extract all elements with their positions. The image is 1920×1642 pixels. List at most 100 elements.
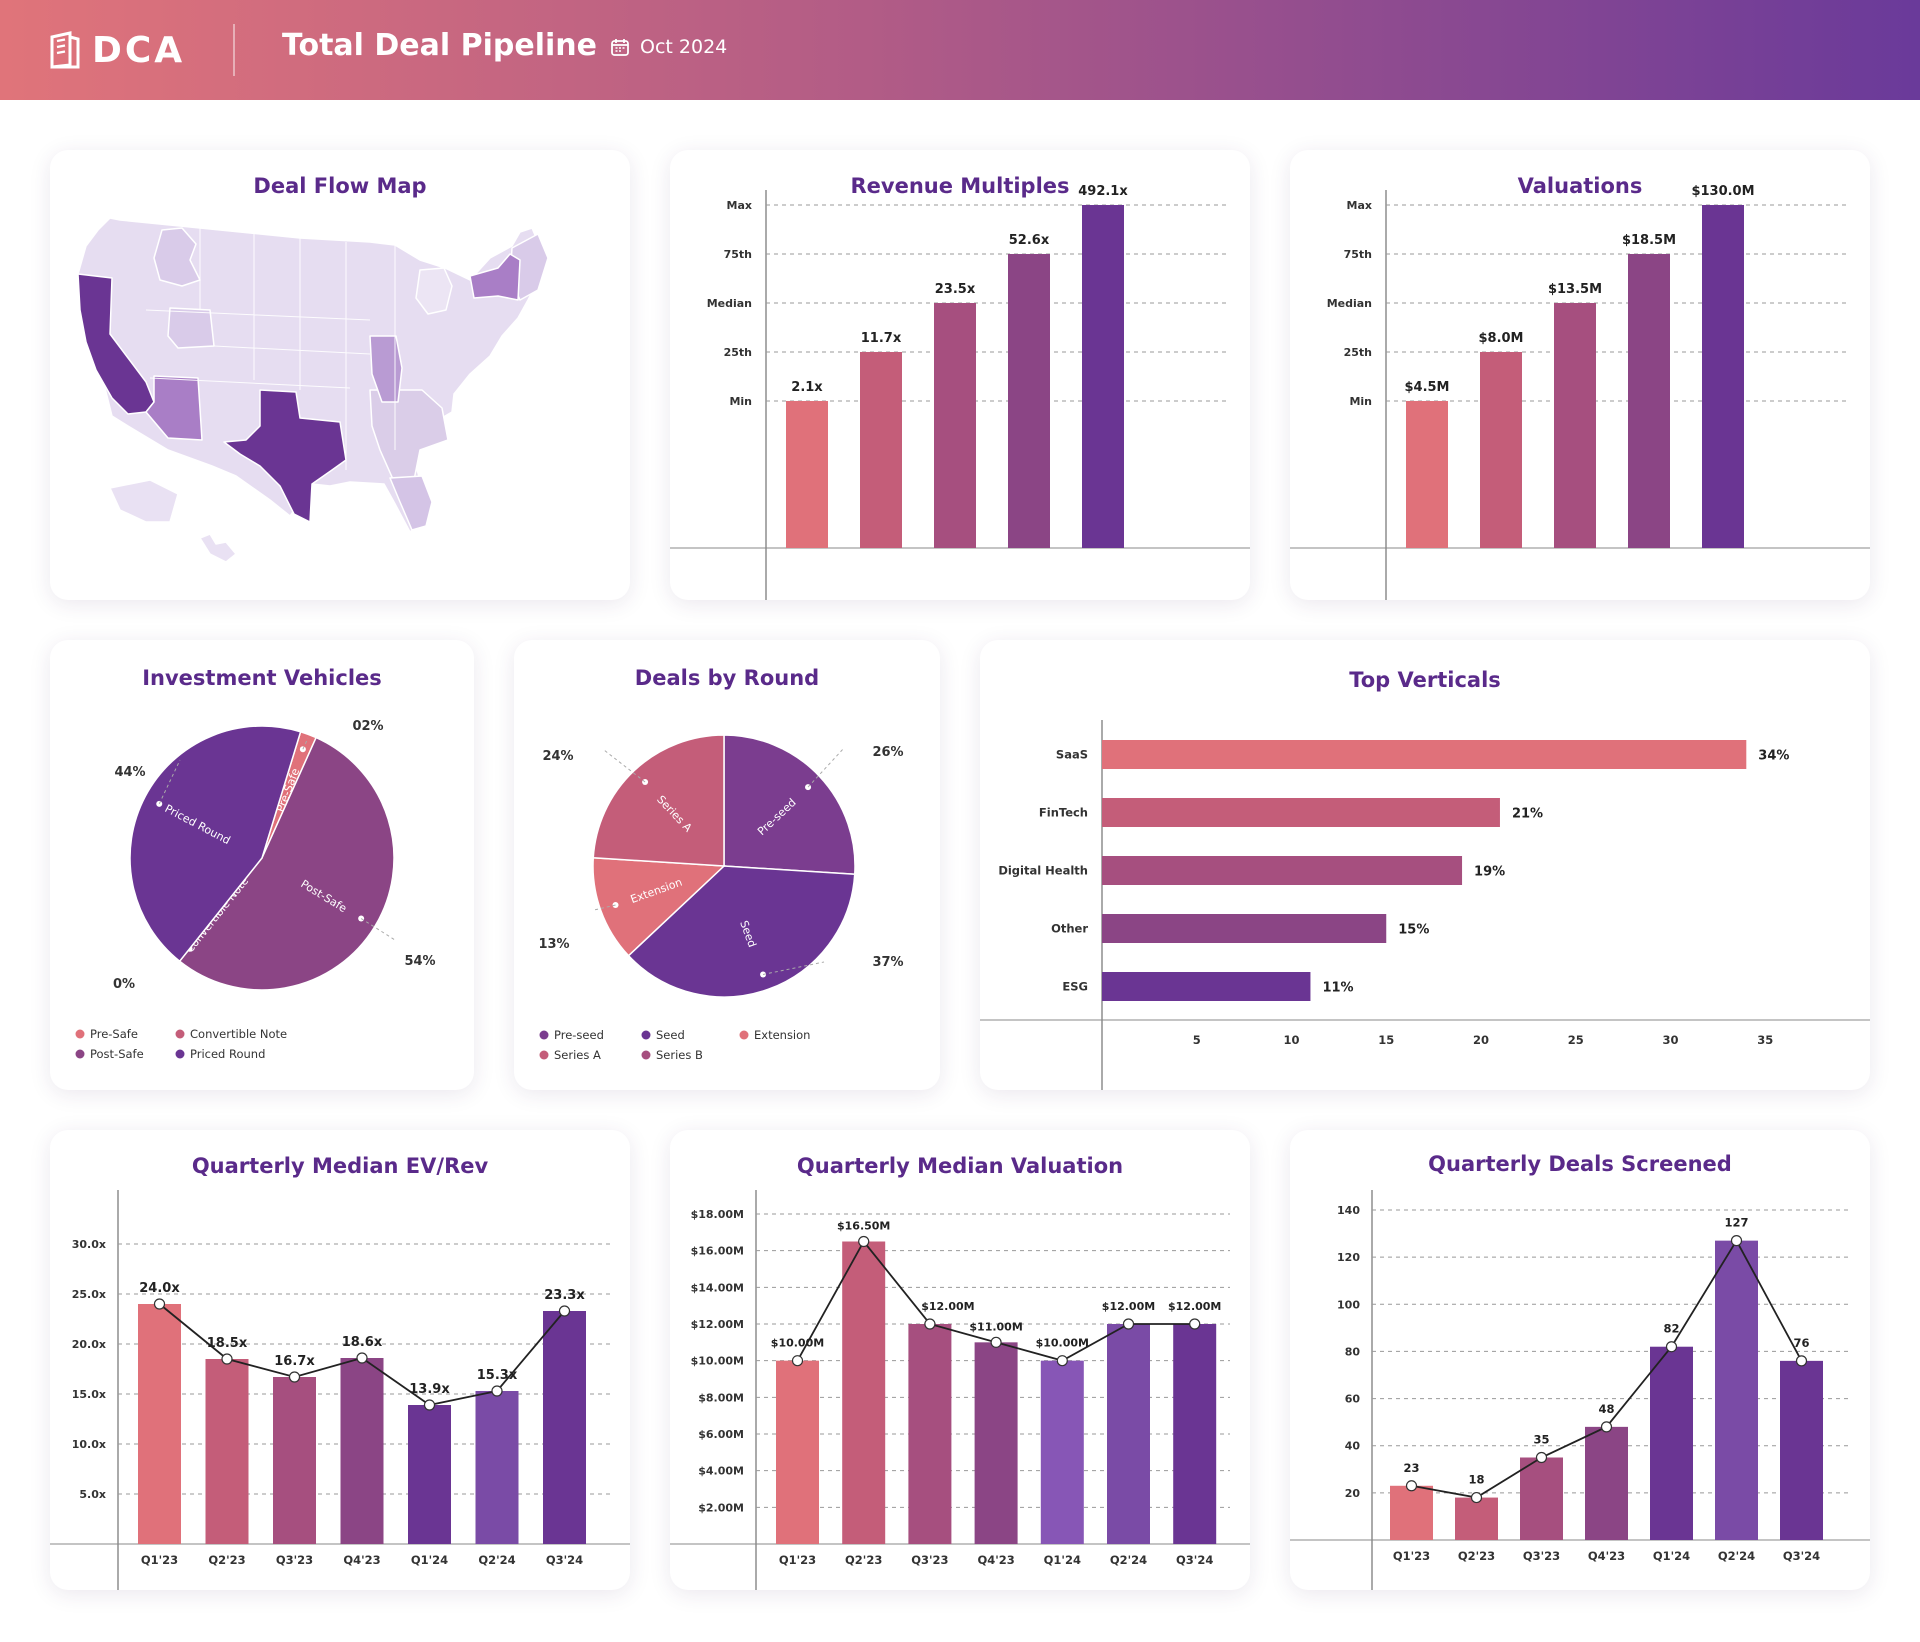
- leader-line: [158, 759, 181, 805]
- trend-point: [1470, 1491, 1483, 1504]
- evrev-chart: 5.0x 10.0x 15.0x 20.0x 25.0x 30.0x Q1'23 Q2'23 Q…: [50, 1190, 630, 1590]
- bar: [1107, 1324, 1150, 1544]
- legend-label: Pre-seed: [554, 1028, 604, 1042]
- data-label: 23: [1403, 1461, 1419, 1475]
- revenue-chart: Min 25th Median 75th Max 2.1x 11.7x 23.5x 52.6x 4…: [670, 184, 1250, 600]
- legend-label: Extension: [754, 1028, 810, 1042]
- card-title: Valuations: [1517, 174, 1643, 198]
- category-label: FinTech: [1039, 806, 1088, 820]
- top-verticals-card: Top Verticals 5 10 15 20 25 30 35 SaaS 34% FinTec…: [980, 640, 1870, 1090]
- card-title: Deal Flow Map: [253, 174, 427, 198]
- bar: [1455, 1497, 1498, 1540]
- data-label: 76: [1793, 1336, 1809, 1350]
- x-tick-label: 20: [1473, 1033, 1489, 1047]
- x-tick-label: Q2'24: [1718, 1549, 1755, 1563]
- category-label: Digital Health: [998, 864, 1088, 878]
- x-tick-label: Q1'24: [1653, 1549, 1690, 1563]
- data-label: 16.7x: [274, 1354, 315, 1369]
- y-tick-label: 25th: [724, 346, 752, 359]
- bar: [1102, 856, 1463, 885]
- x-tick-label: Q2'24: [478, 1553, 515, 1567]
- legend-label: Priced Round: [190, 1047, 265, 1061]
- medval-chart: $2.00M $4.00M $6.00M $8.00M $10.00M $12.00M $1…: [670, 1190, 1250, 1590]
- legend-swatch: [539, 1030, 549, 1040]
- data-label: 34%: [1758, 749, 1789, 764]
- y-tick-label: 75th: [1344, 248, 1372, 261]
- data-label: 15%: [1398, 923, 1429, 938]
- state-il: [369, 335, 403, 403]
- logo-icon: [50, 31, 80, 69]
- y-tick-label: 100: [1337, 1298, 1360, 1311]
- data-label: $16.50M: [837, 1220, 890, 1233]
- y-tick-label: Min: [729, 395, 752, 408]
- state-ca: [77, 273, 155, 415]
- bar: [1008, 254, 1050, 548]
- bar: [543, 1311, 586, 1544]
- bar: [1715, 1240, 1758, 1540]
- legend-swatch: [641, 1030, 651, 1040]
- leader-line: [603, 749, 646, 783]
- data-label: $4.5M: [1404, 380, 1449, 395]
- bar: [1585, 1426, 1628, 1540]
- legend-swatch: [75, 1029, 85, 1039]
- leader-line: [807, 747, 845, 788]
- y-tick-label: $6.00M: [698, 1428, 744, 1441]
- bar: [1102, 798, 1500, 827]
- data-label: 2.1x: [791, 380, 823, 395]
- map-region-mi: [415, 267, 453, 315]
- data-label: 18.6x: [342, 1335, 383, 1350]
- pie-slice: [592, 734, 725, 867]
- bar: [934, 303, 976, 548]
- data-label: 23.5x: [935, 282, 976, 297]
- pie-slice: [129, 725, 302, 963]
- x-tick-label: 5: [1193, 1033, 1201, 1047]
- card-title: Investment Vehicles: [142, 666, 382, 690]
- y-tick-label: $12.00M: [691, 1318, 744, 1331]
- bar: [138, 1304, 181, 1544]
- pct-label: 24%: [542, 749, 573, 764]
- x-tick-label: Q2'23: [1458, 1549, 1495, 1563]
- state-ak: [109, 479, 179, 523]
- bar: [1173, 1324, 1217, 1544]
- date-selector[interactable]: Oct 2024: [610, 36, 727, 58]
- y-tick-label: $14.00M: [691, 1281, 744, 1294]
- brand-logo[interactable]: DCA: [48, 30, 185, 71]
- us-map: [77, 217, 549, 563]
- map-region-ut: [167, 307, 215, 349]
- card-title: Quarterly Deals Screened: [1428, 1152, 1732, 1176]
- state-hi: [199, 533, 237, 563]
- x-tick-label: 15: [1378, 1033, 1394, 1047]
- y-tick-label: 15.0x: [72, 1388, 106, 1401]
- y-tick-label: $18.00M: [691, 1208, 744, 1221]
- screened-chart: 20 40 60 80 100 120 140 Q1'23 Q2'23 Q3'23 Q4'23 Q1'…: [1290, 1190, 1870, 1590]
- bar: [908, 1324, 952, 1544]
- x-tick-label: Q3'24: [1176, 1553, 1213, 1567]
- data-label: 11%: [1322, 981, 1353, 996]
- data-label: 13.9x: [409, 1382, 450, 1397]
- legend-swatch: [641, 1050, 651, 1060]
- x-tick-label: Q3'23: [276, 1553, 313, 1567]
- data-label: $13.5M: [1548, 282, 1602, 297]
- pct-label: 02%: [352, 719, 383, 734]
- data-label: 24.0x: [139, 1281, 180, 1296]
- y-tick-label: Median: [1327, 297, 1372, 310]
- bar: [1406, 401, 1448, 548]
- data-label: $11.00M: [969, 1320, 1022, 1333]
- bar: [860, 352, 902, 548]
- trend-point: [924, 1318, 936, 1330]
- trend-point: [791, 1355, 804, 1367]
- pct-label: 37%: [872, 955, 903, 970]
- data-label: 82: [1663, 1322, 1679, 1336]
- legend-swatch: [739, 1030, 749, 1040]
- trend-point: [288, 1371, 301, 1383]
- y-tick-label: $16.00M: [691, 1245, 744, 1258]
- bar: [205, 1359, 249, 1544]
- x-tick-label: Q4'23: [343, 1553, 380, 1567]
- trend-point: [990, 1336, 1002, 1348]
- trend-point: [1535, 1451, 1548, 1464]
- data-label: 18.5x: [207, 1336, 248, 1351]
- y-tick-label: 30.0x: [72, 1238, 106, 1251]
- bar: [475, 1391, 519, 1544]
- y-tick-label: 75th: [724, 248, 752, 261]
- data-label: $12.00M: [921, 1300, 974, 1313]
